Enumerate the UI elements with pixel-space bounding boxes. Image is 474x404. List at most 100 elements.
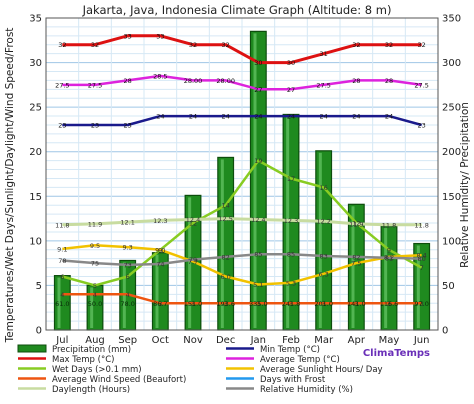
precip-bar-highlight bbox=[384, 228, 388, 328]
precip-bar-highlight bbox=[155, 254, 159, 328]
chart-title: Jakarta, Java, Indonesia Climate Graph (… bbox=[82, 3, 392, 17]
x-tick-label: Jan bbox=[250, 335, 266, 346]
plot-frame bbox=[45, 17, 439, 331]
data-label-min: 24 bbox=[156, 113, 164, 121]
data-label-day: 12.5 bbox=[218, 215, 232, 223]
right-axis-label: Relative Humidity/ Precipitation bbox=[459, 102, 471, 268]
series-line-max bbox=[62, 34, 422, 65]
right-tick-label: 50 bbox=[442, 281, 455, 292]
legend-label: Wet Days (>0.1 mm) bbox=[52, 365, 142, 375]
data-label-min: 24 bbox=[222, 113, 230, 121]
data-label-wet: 7 bbox=[420, 264, 424, 272]
x-tick-label: Mar bbox=[314, 335, 334, 346]
data-label-sun: 9.5 bbox=[90, 242, 100, 250]
data-label-max: 30 bbox=[254, 59, 262, 67]
right-tick-label: 250 bbox=[442, 103, 461, 114]
data-label-hum: 73 bbox=[124, 261, 132, 269]
data-label-hum: 82 bbox=[222, 253, 230, 261]
series-line-avg bbox=[62, 74, 422, 91]
x-tick-label: Jul bbox=[55, 335, 68, 346]
precip-bar-highlight bbox=[351, 206, 355, 328]
x-tick-label: May bbox=[379, 335, 400, 346]
left-tick-label: 25 bbox=[29, 103, 42, 114]
data-label-hum: 82 bbox=[352, 253, 360, 261]
data-label-max: 32 bbox=[222, 41, 230, 49]
data-label-min: 24 bbox=[352, 113, 360, 121]
legend-label: Relative Humidity (%) bbox=[260, 385, 353, 395]
data-label-hum: 81 bbox=[385, 254, 393, 262]
precip-bar-highlight bbox=[220, 159, 224, 328]
data-label-precip: 193.6 bbox=[216, 300, 235, 308]
data-label-avg: 28.00 bbox=[184, 77, 203, 85]
x-tick-label: Sep bbox=[118, 335, 137, 346]
legend-label: Max Temp (°C) bbox=[52, 355, 114, 365]
data-label-sun: 9.3 bbox=[122, 244, 132, 252]
data-label-hum: 83 bbox=[320, 253, 328, 261]
data-label-wet: 9 bbox=[387, 246, 391, 254]
data-label-wet: 5 bbox=[93, 282, 97, 290]
data-label-max: 32 bbox=[91, 41, 99, 49]
data-label-avg: 28.00 bbox=[216, 77, 235, 85]
left-tick-label: 15 bbox=[29, 192, 42, 203]
precip-bar-highlight bbox=[90, 287, 94, 328]
data-label-precip: 61.0 bbox=[55, 300, 69, 308]
data-label-precip: 335.0 bbox=[249, 300, 268, 308]
watermark-climatemps: ClimaTemps bbox=[363, 348, 430, 359]
series-line-wind bbox=[62, 293, 422, 305]
data-label-max: 32 bbox=[385, 41, 393, 49]
legend-label: Average Temp (°C) bbox=[260, 355, 340, 365]
series-lines bbox=[62, 34, 423, 305]
data-label-min: 23 bbox=[124, 121, 132, 129]
right-tick-label: 100 bbox=[442, 236, 461, 247]
precip-bar-highlight bbox=[286, 116, 290, 328]
data-label-wind: 3 bbox=[224, 300, 228, 308]
left-tick-label: 10 bbox=[29, 236, 42, 247]
data-label-hum: 80 bbox=[418, 255, 426, 263]
data-label-max: 32 bbox=[58, 41, 66, 49]
data-label-min: 23 bbox=[91, 121, 99, 129]
precip-bar-highlight bbox=[318, 152, 322, 328]
precip-bar bbox=[380, 225, 398, 331]
data-label-min: 24 bbox=[320, 113, 328, 121]
data-label-day: 12.2 bbox=[316, 218, 330, 226]
data-label-day: 11.9 bbox=[349, 220, 363, 228]
right-tick-label: 200 bbox=[442, 147, 461, 158]
data-label-max: 31 bbox=[320, 50, 328, 58]
data-label-wet: 16 bbox=[320, 184, 328, 192]
data-label-wind: 3 bbox=[322, 300, 326, 308]
series-line-sun bbox=[62, 244, 422, 286]
precip-bar-highlight bbox=[188, 197, 192, 328]
left-tick-label: 35 bbox=[29, 14, 42, 25]
data-label-min: 24 bbox=[385, 113, 393, 121]
data-label-sun: 6.3 bbox=[318, 270, 328, 278]
series-line-wet bbox=[62, 159, 423, 287]
data-label-max: 32 bbox=[189, 41, 197, 49]
data-label-precip: 116.6 bbox=[380, 300, 399, 308]
data-label-wind: 3 bbox=[289, 300, 293, 308]
data-label-avg: 28.5 bbox=[153, 72, 167, 80]
data-label-hum: 78 bbox=[58, 257, 66, 265]
data-label-wet: 14 bbox=[222, 202, 230, 210]
series-line-day bbox=[62, 217, 422, 227]
precip-bar-highlight bbox=[253, 33, 257, 328]
data-label-precip: 86.7 bbox=[153, 300, 167, 308]
precip-bar-highlight bbox=[57, 277, 61, 328]
data-label-wind: 4 bbox=[93, 291, 97, 299]
data-label-day: 12.3 bbox=[284, 217, 298, 225]
data-label-wind: 4 bbox=[60, 291, 64, 299]
legend-label: Average Sunlight Hours/ Day bbox=[260, 365, 383, 375]
data-label-wind: 3 bbox=[158, 300, 162, 308]
data-label-hum: 74 bbox=[156, 261, 164, 269]
data-label-max: 32 bbox=[352, 41, 360, 49]
legend-swatch bbox=[17, 344, 47, 353]
x-tick-label: Oct bbox=[152, 335, 169, 346]
data-label-sun: 5.1 bbox=[253, 281, 263, 289]
data-label-wet: 19 bbox=[254, 157, 262, 165]
data-label-day: 11.8 bbox=[382, 221, 396, 229]
legend-label: Daylength (Hours) bbox=[52, 385, 130, 395]
data-label-min: 23 bbox=[418, 121, 426, 129]
data-label-wind: 4 bbox=[126, 291, 130, 299]
data-label-sun: 7.5 bbox=[351, 260, 361, 268]
